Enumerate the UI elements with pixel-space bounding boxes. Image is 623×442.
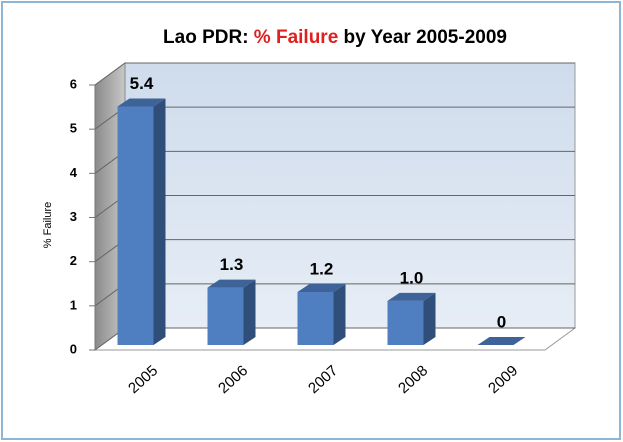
y-tick-label: 3 [70, 209, 77, 224]
bar [387, 300, 424, 345]
y-tick-label: 5 [70, 121, 77, 136]
grid-line [94, 62, 126, 86]
y-tick-label: 4 [70, 165, 78, 180]
bar-side [243, 279, 256, 345]
bar-top [117, 98, 166, 107]
y-tick-label: 1 [70, 297, 77, 312]
bar-top [207, 279, 256, 288]
value-label: 1.0 [400, 268, 424, 287]
bar [207, 287, 244, 345]
value-label: 0 [497, 312, 506, 331]
title-part: by Year 2005-2009 [338, 27, 507, 48]
value-label: 1.3 [220, 255, 244, 274]
y-axis-label: % Failure [42, 202, 54, 248]
value-label: 1.2 [310, 259, 334, 278]
bar-top [477, 337, 526, 345]
bar [117, 106, 154, 345]
value-label: 5.4 [130, 74, 154, 93]
bar-side [153, 98, 166, 345]
y-tick-label: 2 [70, 253, 77, 268]
y-tick-label: 0 [70, 341, 77, 356]
chart-title: Lao PDR: % Failure by Year 2005-2009 [163, 27, 507, 48]
title-part: Lao PDR: [163, 27, 254, 48]
bar-side [423, 292, 436, 345]
bar-top [387, 292, 436, 301]
bar [297, 292, 334, 345]
bar-top [297, 284, 346, 292]
bar-side [333, 284, 346, 345]
title-part: % Failure [254, 27, 338, 48]
y-tick-label: 6 [70, 76, 77, 91]
